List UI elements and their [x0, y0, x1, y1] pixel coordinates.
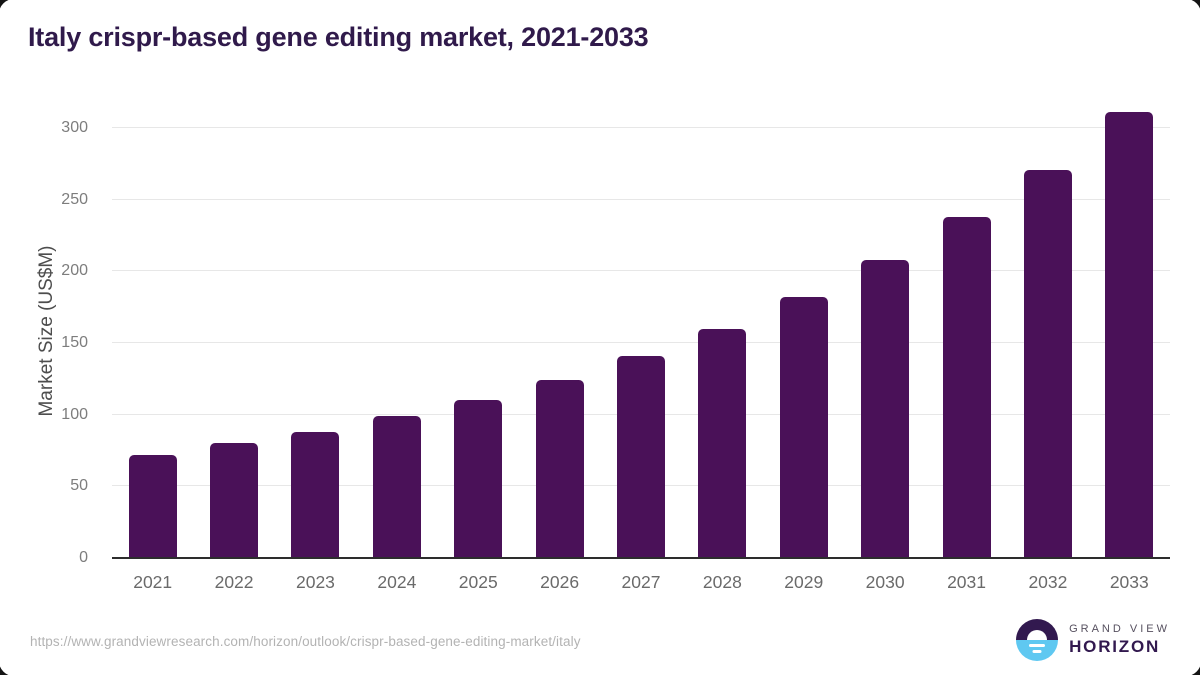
x-tick-label: 2033	[1109, 572, 1149, 592]
x-tick-label: 2032	[1028, 572, 1068, 592]
bar-2031[interactable]	[942, 216, 991, 558]
x-tick-label: 2025	[458, 572, 498, 592]
bar-2033[interactable]	[1105, 112, 1154, 558]
bar-2032[interactable]	[1023, 169, 1072, 558]
bar-2022[interactable]	[210, 443, 259, 558]
bar-2025[interactable]	[454, 400, 503, 558]
x-tick-label: 2030	[865, 572, 905, 592]
gridline	[112, 198, 1170, 200]
logo-reflection-line	[1032, 650, 1042, 653]
x-tick-label: 2021	[133, 572, 173, 592]
gridline	[112, 270, 1170, 272]
logo-reflection-line	[1029, 644, 1046, 647]
page-title: Italy crispr-based gene editing market, …	[28, 22, 649, 52]
logo-dome-shape	[1027, 630, 1048, 640]
y-tick-label: 0	[79, 549, 88, 566]
y-tick-label: 100	[61, 405, 88, 423]
x-tick-label: 2026	[540, 572, 580, 592]
bar-2021[interactable]	[128, 454, 177, 558]
bar-2024[interactable]	[372, 416, 421, 558]
y-tick-label: 250	[61, 190, 88, 208]
x-tick-label: 2031	[947, 572, 986, 592]
horizon-sunset-logo-icon	[1016, 619, 1059, 661]
brand-logo[interactable]: GRAND VIEW HORIZON	[1016, 619, 1170, 661]
gridline	[112, 341, 1170, 343]
source-url: https://www.grandviewresearch.com/horizo…	[30, 634, 581, 649]
logo-horizon-label: HORIZON	[1069, 637, 1161, 656]
y-tick-label: 50	[70, 477, 88, 495]
bar-2030[interactable]	[861, 259, 910, 558]
x-tick-label: 2028	[702, 572, 742, 592]
bar-2023[interactable]	[291, 431, 340, 558]
x-tick-label: 2023	[295, 572, 335, 592]
logo-text: GRAND VIEW HORIZON	[1069, 623, 1170, 657]
bar-2027[interactable]	[617, 355, 665, 558]
gridline	[112, 126, 1170, 128]
x-tick-label: 2024	[377, 572, 417, 592]
x-tick-label: 2022	[214, 572, 254, 592]
y-tick-label: 200	[61, 262, 88, 280]
x-tick-label: 2029	[784, 572, 824, 592]
y-axis-labels: 0 50 100 150 200 250 300	[0, 105, 100, 566]
bar-2029[interactable]	[779, 297, 828, 558]
plot-area	[112, 105, 1170, 558]
bar-2026[interactable]	[535, 380, 584, 558]
logo-grand-view-label: GRAND VIEW	[1069, 623, 1170, 635]
bar-2028[interactable]	[698, 328, 747, 558]
y-tick-label: 150	[61, 333, 88, 351]
y-tick-label: 300	[61, 118, 88, 136]
x-tick-label: 2027	[621, 572, 661, 592]
x-axis-line	[112, 557, 1170, 559]
x-axis-labels: 2021 2022 2023 2024 2025 2026 2027 2028 2029 2030…	[112, 572, 1170, 596]
